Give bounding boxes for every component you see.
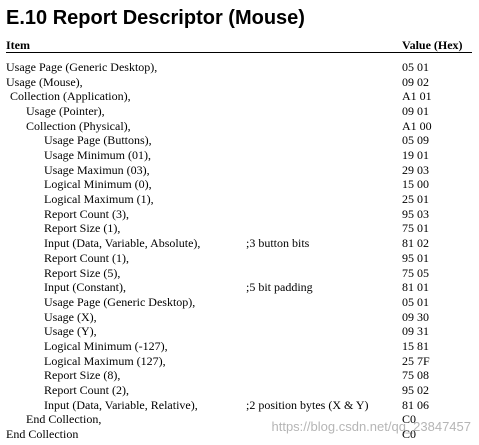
item-cell: Usage Page (Buttons), xyxy=(44,133,152,148)
value-cell: 75 08 xyxy=(402,368,429,383)
value-cell: 05 01 xyxy=(402,294,429,309)
item-cell: Report Size (8), xyxy=(44,368,121,383)
item-cell: Input (Constant), xyxy=(44,280,126,295)
value-cell: 29 03 xyxy=(402,162,429,177)
value-cell: 15 81 xyxy=(402,338,429,353)
item-cell: End Collection xyxy=(6,427,79,441)
value-cell: 09 31 xyxy=(402,324,429,339)
item-cell: Usage Minimum (01), xyxy=(44,148,151,163)
value-cell: 09 01 xyxy=(402,104,429,119)
value-cell: 81 02 xyxy=(402,236,429,251)
item-cell: Logical Minimum (0), xyxy=(44,177,152,192)
value-cell: 05 09 xyxy=(402,133,429,148)
value-cell: 09 30 xyxy=(402,309,429,324)
watermark: https://blog.csdn.net/qq_23847457 xyxy=(271,419,472,434)
header-rule xyxy=(6,52,472,53)
item-cell: Logical Minimum (-127), xyxy=(44,338,168,353)
value-cell: 95 01 xyxy=(402,250,429,265)
item-cell: Usage Maximun (03), xyxy=(44,162,150,177)
value-cell: 75 05 xyxy=(402,265,429,280)
item-cell: Usage Page (Generic Desktop), xyxy=(44,294,196,309)
value-cell: C0 xyxy=(402,412,417,427)
item-cell: Usage (Mouse), xyxy=(6,74,83,89)
item-cell: Collection (Application), xyxy=(10,89,131,104)
value-cell: A1 01 xyxy=(402,89,432,104)
title: E.10 Report Descriptor (Mouse) xyxy=(6,7,305,29)
comment-cell: ;2 position bytes (X & Y) xyxy=(246,397,369,412)
value-cell: 05 01 xyxy=(402,60,429,74)
item-cell: Collection (Physical), xyxy=(26,118,131,133)
item-cell: Report Count (2), xyxy=(44,382,129,397)
item-cell: Input (Data, Variable, Absolute), xyxy=(44,236,201,251)
value-cell: C0 xyxy=(402,427,417,441)
value-cell: 81 06 xyxy=(402,397,429,412)
value-cell: 25 7F xyxy=(402,353,430,368)
value-cell: 95 03 xyxy=(402,206,429,221)
item-cell: Usage Page (Generic Desktop), xyxy=(6,60,158,74)
column-header: Value (Hex) xyxy=(402,38,463,52)
value-cell: 25 01 xyxy=(402,192,429,207)
value-cell: 81 01 xyxy=(402,280,429,295)
item-cell: Report Size (5), xyxy=(44,265,121,280)
value-cell: 75 01 xyxy=(402,221,429,236)
value-cell: A1 00 xyxy=(402,118,432,133)
item-cell: End Collection, xyxy=(26,412,102,427)
item-cell: Report Count (3), xyxy=(44,206,129,221)
item-cell: Report Count (1), xyxy=(44,250,129,265)
column-header: Item xyxy=(6,38,30,52)
item-cell: Usage (Y), xyxy=(44,324,97,339)
value-cell: 19 01 xyxy=(402,148,429,163)
value-cell: 15 00 xyxy=(402,177,429,192)
item-cell: Usage (Pointer), xyxy=(26,104,105,119)
value-cell: 95 02 xyxy=(402,382,429,397)
item-cell: Logical Maximum (1), xyxy=(44,192,154,207)
item-cell: Input (Data, Variable, Relative), xyxy=(44,397,198,412)
item-cell: Usage (X), xyxy=(44,309,97,324)
comment-cell: ;3 button bits xyxy=(246,236,310,251)
item-cell: Logical Maximum (127), xyxy=(44,353,166,368)
item-cell: Report Size (1), xyxy=(44,221,121,236)
comment-cell: ;5 bit padding xyxy=(246,280,313,295)
value-cell: 09 02 xyxy=(402,74,429,89)
